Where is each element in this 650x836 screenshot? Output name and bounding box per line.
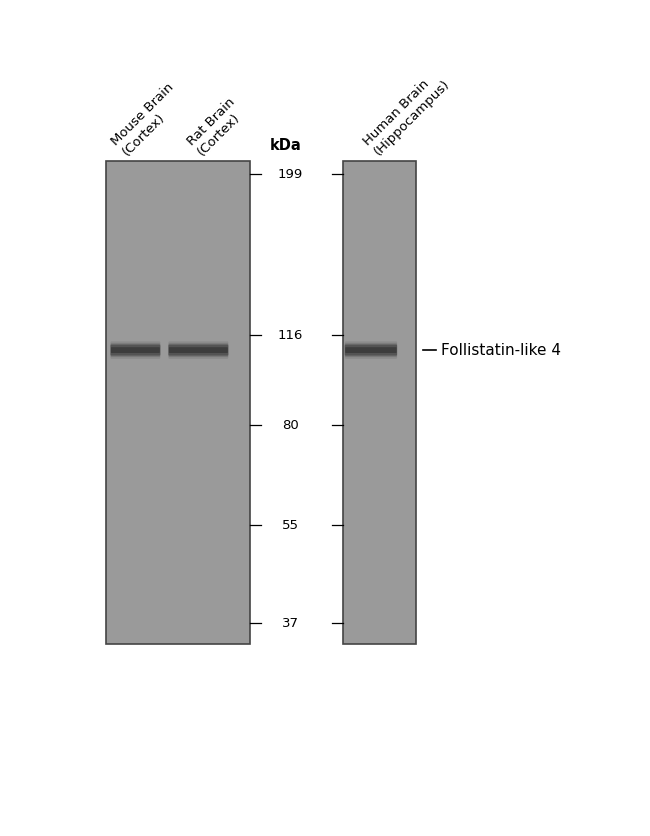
Text: Follistatin-like 4: Follistatin-like 4 (441, 343, 562, 358)
Bar (343, 161, 416, 645)
Text: 37: 37 (282, 616, 299, 630)
Text: Human Brain
(Hippocampus): Human Brain (Hippocampus) (361, 67, 452, 158)
FancyBboxPatch shape (344, 344, 397, 355)
Text: kDa: kDa (269, 138, 301, 153)
Text: Mouse Brain
(Cortex): Mouse Brain (Cortex) (109, 80, 187, 158)
FancyBboxPatch shape (168, 344, 228, 355)
FancyBboxPatch shape (345, 347, 396, 353)
FancyBboxPatch shape (168, 344, 228, 357)
FancyBboxPatch shape (344, 341, 397, 359)
FancyBboxPatch shape (111, 344, 161, 357)
Text: 55: 55 (282, 518, 299, 532)
Text: 116: 116 (278, 329, 303, 342)
FancyBboxPatch shape (169, 347, 228, 353)
Text: 80: 80 (282, 419, 299, 432)
FancyBboxPatch shape (344, 344, 397, 357)
Text: Rat Brain
(Cortex): Rat Brain (Cortex) (185, 95, 248, 158)
Text: 199: 199 (278, 168, 303, 181)
Bar (107, 161, 250, 645)
FancyBboxPatch shape (111, 341, 161, 359)
FancyBboxPatch shape (111, 347, 160, 353)
FancyBboxPatch shape (168, 341, 228, 359)
FancyBboxPatch shape (111, 344, 161, 355)
